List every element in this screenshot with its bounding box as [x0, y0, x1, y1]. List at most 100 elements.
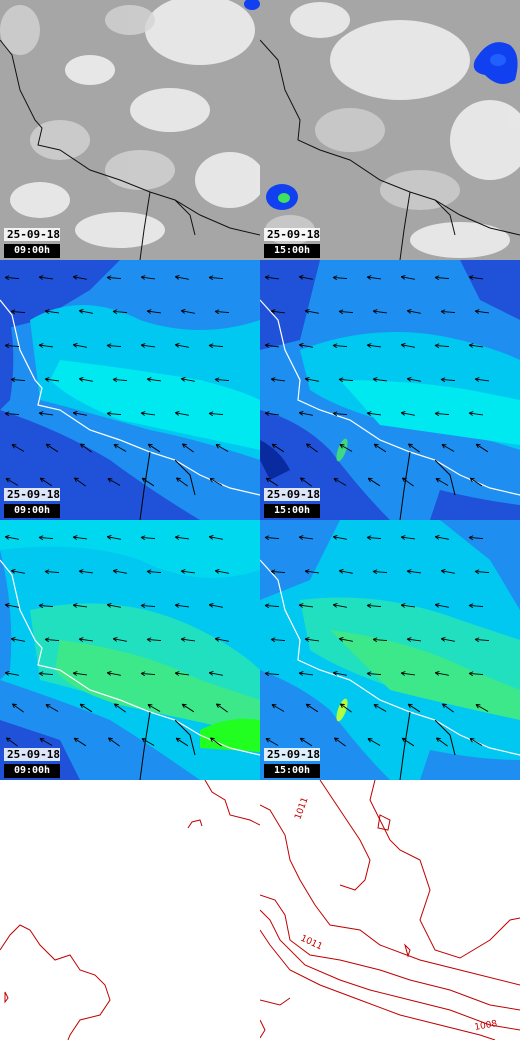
wind-arrow	[72, 411, 87, 416]
timestamp: 25-09-18 15:00h	[264, 748, 320, 778]
wind-arrow	[146, 377, 161, 382]
wind-arrow	[174, 411, 189, 416]
wind-arrow	[147, 443, 161, 453]
wind-arrow	[338, 377, 354, 383]
wind-arrow	[264, 411, 279, 416]
wind-arrows	[264, 275, 489, 487]
wind-arrow	[372, 637, 388, 643]
date-label: 25-09-18	[4, 488, 60, 501]
wind-arrow	[106, 411, 122, 417]
wind-arrow	[406, 637, 421, 642]
timestamp: 25-09-18 09:00h	[4, 748, 60, 778]
isobar-map-image	[0, 780, 260, 1040]
wind-arrow	[44, 569, 60, 575]
wind-arrow	[141, 738, 155, 746]
wind-map-image	[260, 520, 520, 780]
wind-arrow	[140, 603, 156, 609]
wind-arrow	[366, 275, 381, 280]
time-label: 15:00h	[264, 764, 320, 778]
wind-map-image	[0, 520, 260, 780]
wind-map-image	[0, 260, 260, 520]
wind-arrow	[72, 275, 87, 280]
wind-arrow	[474, 569, 490, 575]
wind-arrow	[475, 443, 489, 453]
wind-arrow	[332, 535, 347, 540]
isobar-map-image: 1011 1011 1008	[260, 780, 520, 1040]
wind-arrow	[140, 411, 155, 416]
wind-arrow	[72, 603, 87, 608]
wind-arrow	[299, 737, 313, 747]
wind-arrow	[180, 309, 195, 314]
date-label: 25-09-18	[4, 228, 60, 241]
wind-arrow	[400, 411, 415, 416]
wind-arrow	[366, 603, 382, 609]
wind-arrow	[175, 477, 188, 487]
wind-arrow	[180, 377, 195, 382]
wind-arrow	[4, 603, 19, 608]
wind-arrow	[215, 444, 229, 452]
wind-arrow	[304, 377, 319, 382]
wind-arrow	[140, 535, 156, 541]
wind-arrow	[333, 478, 347, 486]
wind-arrow	[372, 309, 387, 314]
wind-arrow	[468, 275, 483, 280]
wind-arrow	[209, 478, 223, 486]
wind-arrow	[305, 443, 318, 453]
wind-arrow	[146, 637, 162, 643]
wind-arrow	[4, 535, 19, 540]
timestamp: 25-09-18 09:00h	[4, 228, 60, 258]
wind-arrow	[264, 535, 280, 541]
wind-arrow	[73, 737, 87, 747]
wind-arrow	[106, 671, 121, 676]
isobar-label: 1008	[474, 1019, 499, 1033]
wind-arrow	[441, 703, 454, 713]
wind-arrow	[475, 704, 489, 712]
wind-arrow	[406, 569, 421, 574]
wind-arrow	[338, 569, 353, 574]
wind-arrow	[4, 343, 20, 349]
wind-arrow	[434, 275, 450, 281]
wind-arrow	[113, 703, 126, 713]
wind-arrow	[434, 671, 449, 676]
time-label: 09:00h	[4, 764, 60, 778]
wind-arrow	[10, 637, 25, 642]
wind-arrow	[474, 377, 489, 382]
wind-arrow	[38, 603, 54, 609]
wind-arrow	[214, 377, 230, 383]
wind-arrow	[474, 309, 489, 314]
wind-arrow	[400, 603, 415, 608]
wind-arrow	[270, 637, 286, 643]
wind-arrow	[113, 444, 127, 452]
wind-arrow	[208, 535, 223, 540]
wind-arrow	[372, 569, 388, 575]
wind-arrow	[474, 637, 490, 643]
wind-map-a-1500: 25-09-18 15:00h	[260, 260, 520, 520]
timestamp: 25-09-18 15:00h	[264, 228, 320, 258]
wind-arrow	[72, 343, 87, 348]
wind-arrow	[146, 309, 161, 314]
time-label: 09:00h	[4, 504, 60, 518]
wind-arrow	[332, 603, 347, 608]
wind-arrow	[10, 569, 25, 574]
cloud-map-image	[260, 0, 520, 260]
wind-arrow	[434, 411, 450, 417]
wind-arrow	[270, 569, 286, 575]
wind-arrow	[271, 443, 285, 453]
wind-arrow	[339, 703, 352, 713]
wind-arrow	[304, 637, 319, 642]
wind-arrow	[181, 443, 194, 453]
wind-arrow	[140, 343, 155, 348]
wind-arrow	[440, 637, 455, 642]
wind-arrow	[469, 477, 483, 487]
wind-arrow	[373, 443, 387, 453]
wind-arrow	[107, 478, 121, 486]
wind-arrow	[298, 603, 313, 608]
wind-arrow	[400, 671, 415, 676]
wind-arrow	[112, 309, 128, 315]
wind-arrow	[366, 671, 382, 677]
wind-arrow	[208, 603, 223, 608]
wind-arrow	[298, 671, 313, 676]
wind-arrow	[298, 535, 313, 540]
wind-arrow	[141, 477, 155, 487]
wind-arrow	[304, 309, 319, 314]
